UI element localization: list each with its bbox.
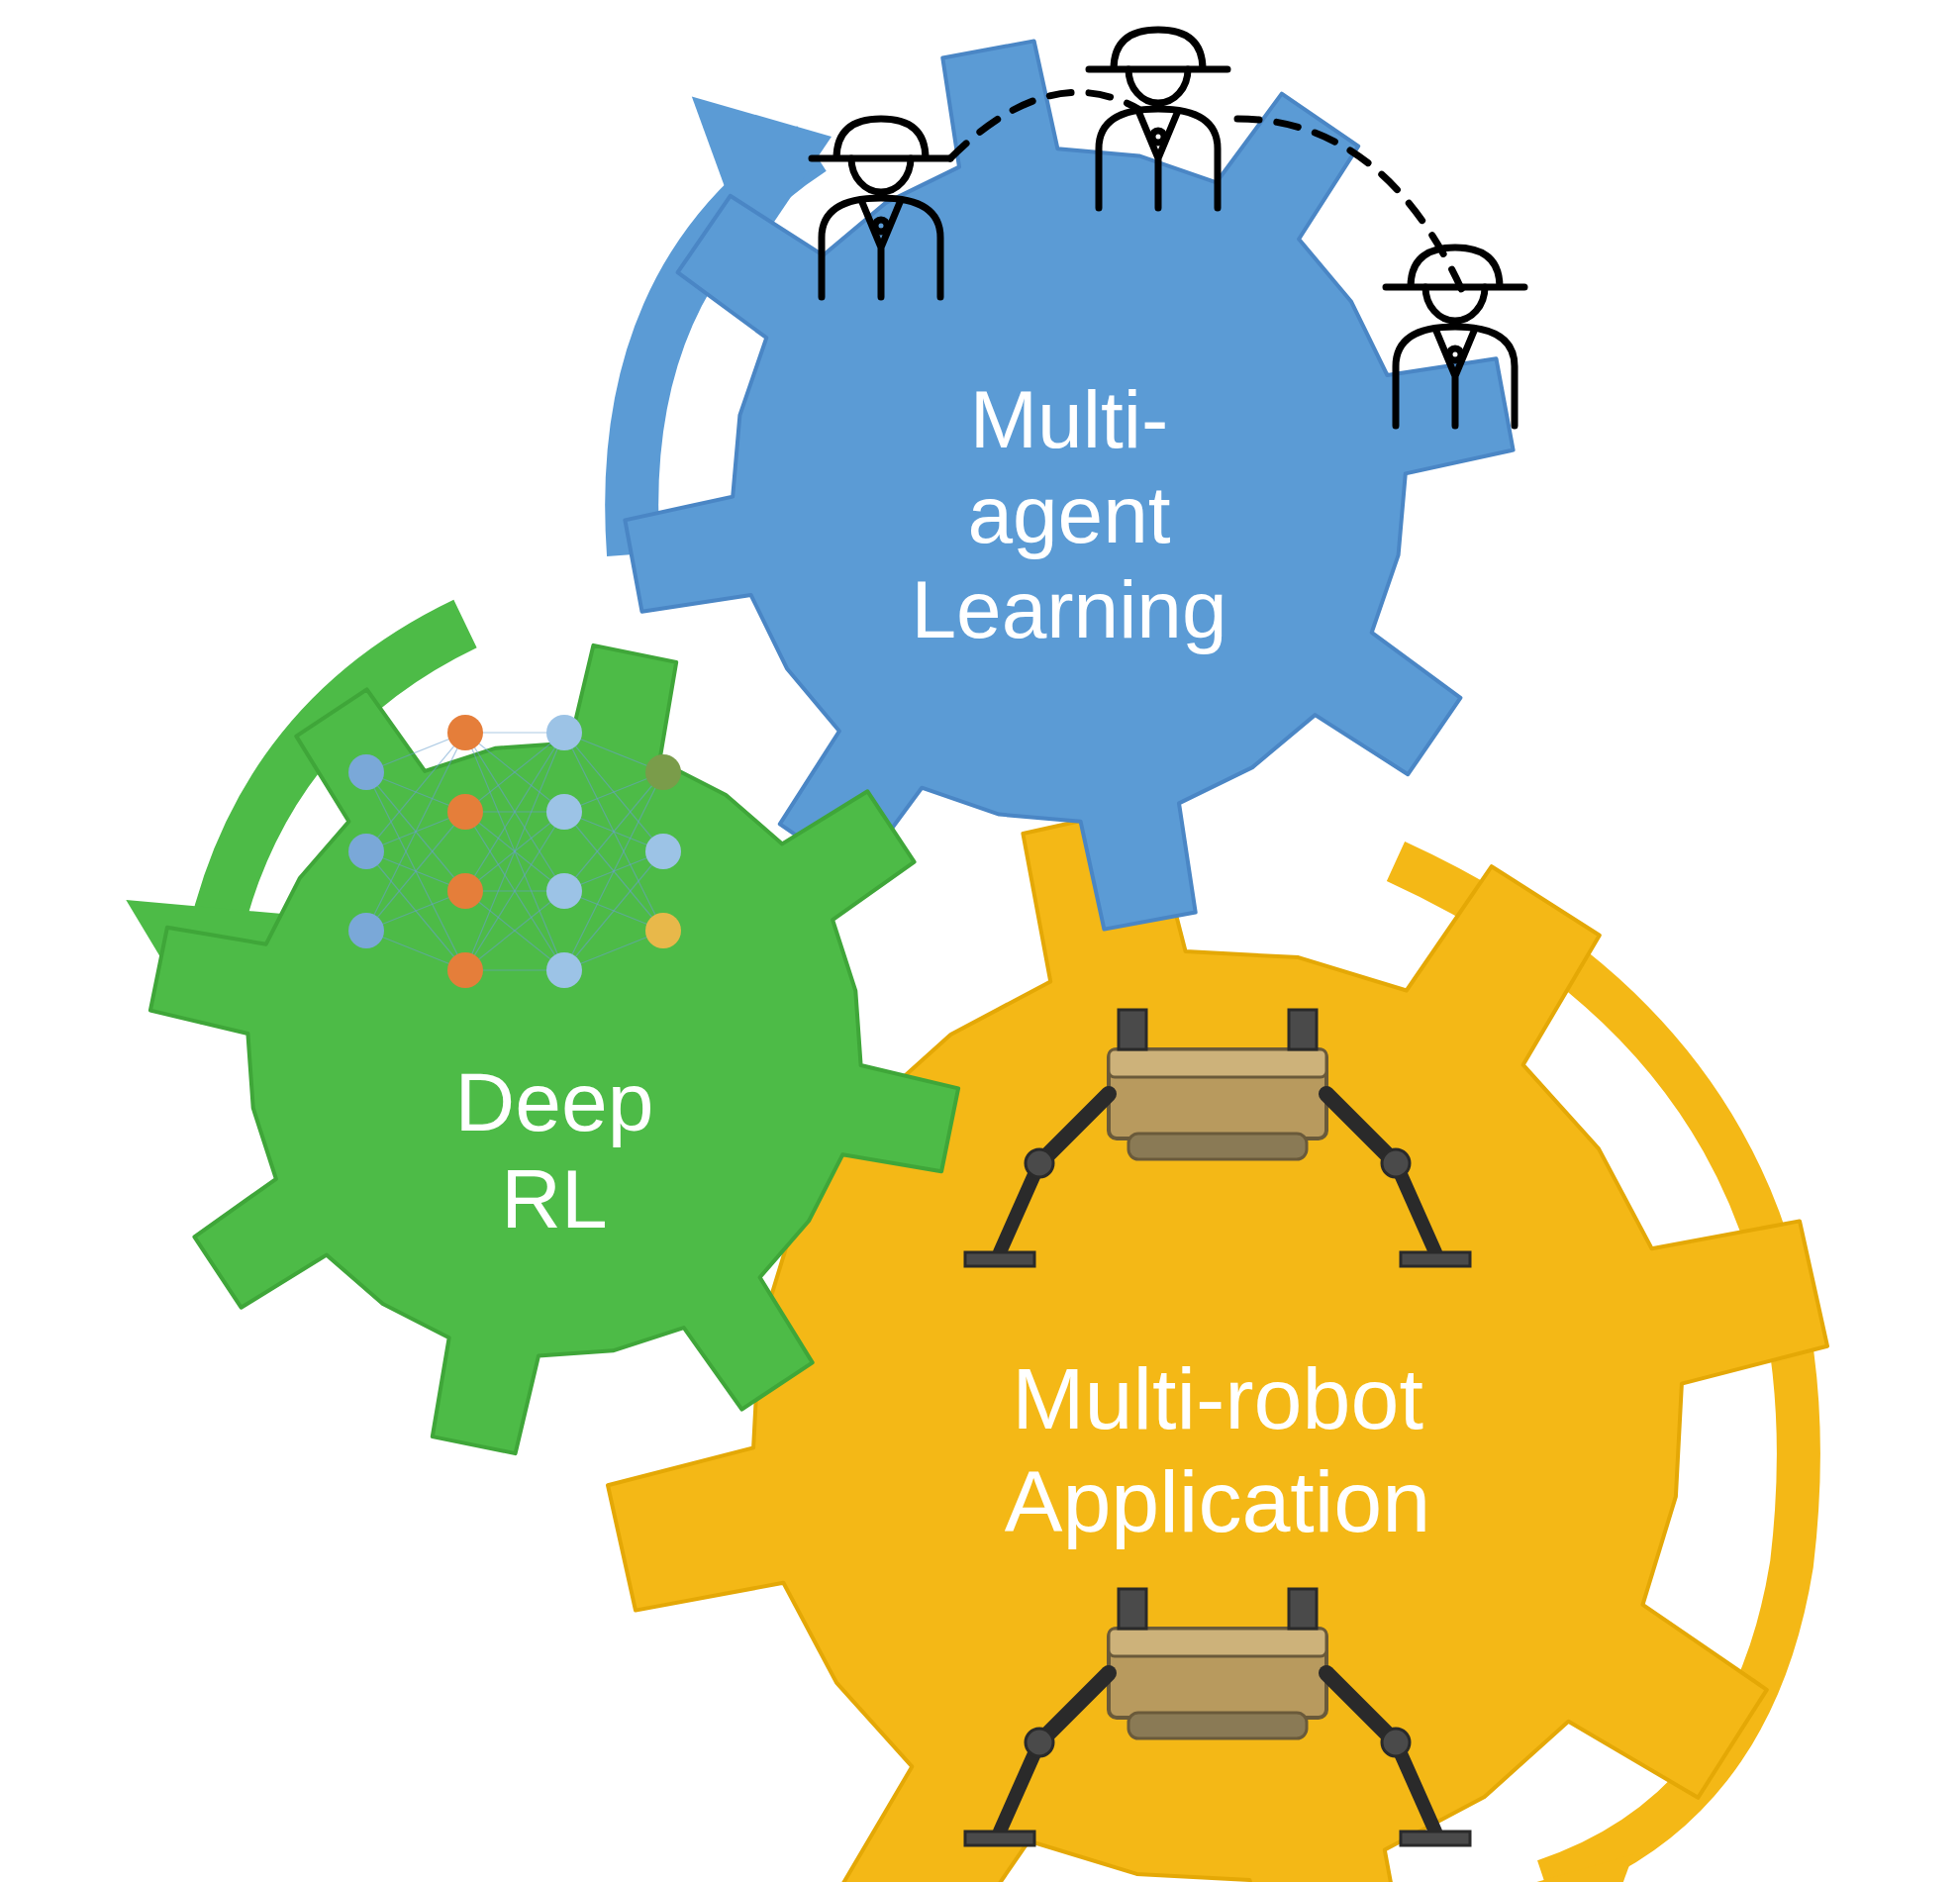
svg-point-84: [1382, 1729, 1410, 1756]
svg-point-67: [1026, 1149, 1053, 1177]
svg-point-58: [1152, 131, 1164, 143]
svg-point-47: [447, 794, 483, 830]
svg-point-46: [447, 715, 483, 750]
svg-point-49: [447, 952, 483, 988]
svg-rect-81: [965, 1832, 1034, 1845]
svg-rect-64: [1289, 1010, 1317, 1049]
svg-rect-68: [965, 1252, 1034, 1266]
svg-point-54: [645, 754, 681, 790]
svg-point-59: [1449, 348, 1461, 360]
svg-point-55: [645, 834, 681, 869]
svg-point-51: [546, 794, 582, 830]
svg-rect-63: [1119, 1010, 1146, 1049]
svg-point-80: [1026, 1729, 1053, 1756]
svg-rect-76: [1119, 1589, 1146, 1629]
svg-rect-85: [1401, 1832, 1470, 1845]
svg-rect-61: [1109, 1049, 1326, 1077]
svg-point-50: [546, 715, 582, 750]
svg-point-48: [447, 873, 483, 909]
svg-rect-62: [1128, 1134, 1307, 1159]
svg-point-53: [546, 952, 582, 988]
svg-point-43: [348, 754, 384, 790]
svg-point-44: [348, 834, 384, 869]
svg-rect-72: [1401, 1252, 1470, 1266]
svg-point-52: [546, 873, 582, 909]
svg-rect-74: [1109, 1629, 1326, 1656]
svg-rect-75: [1128, 1713, 1307, 1738]
svg-point-71: [1382, 1149, 1410, 1177]
svg-point-56: [645, 913, 681, 948]
svg-rect-77: [1289, 1589, 1317, 1629]
svg-point-45: [348, 913, 384, 948]
